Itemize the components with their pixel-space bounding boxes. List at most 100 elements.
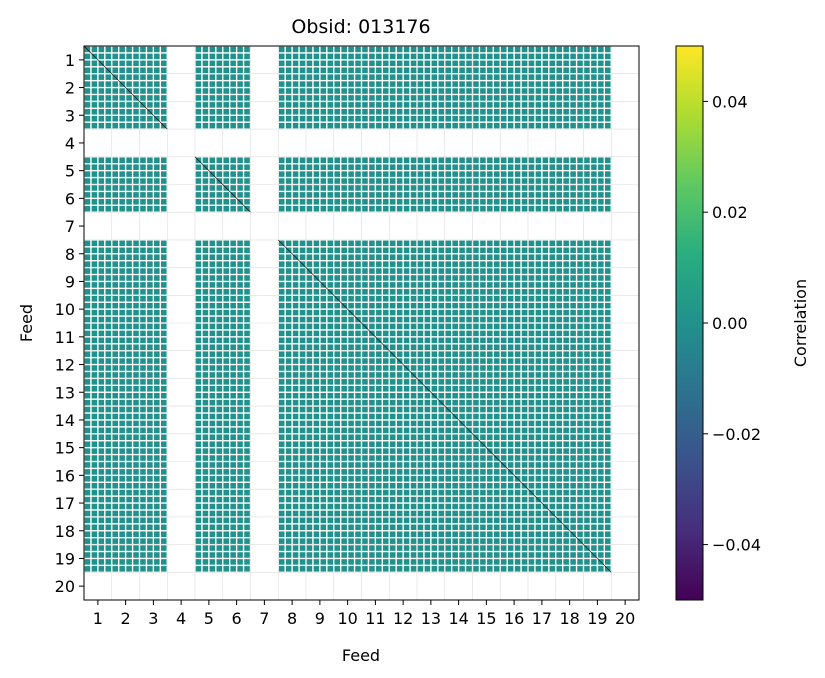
heatmap-cell [556,386,562,392]
heatmap-cell [389,115,396,122]
heatmap-cell [209,496,216,503]
heatmap-cell [334,441,340,447]
heatmap-cell [556,102,562,108]
heatmap-cell [431,240,438,247]
heatmap-cell [209,282,216,288]
heatmap-cell [244,351,250,357]
heatmap-cell [577,524,583,531]
heatmap-cell [369,510,375,517]
heatmap-cell [507,95,514,101]
heatmap-cell [230,503,236,510]
heatmap-cell [396,420,403,427]
heatmap-cell [507,157,514,164]
heatmap-cell [341,185,347,191]
heatmap-cell [202,88,209,94]
heatmap-cell [570,482,576,489]
heatmap-cell [292,109,299,115]
heatmap-cell [535,462,542,468]
heatmap-cell [98,448,105,454]
heatmap-cell [140,122,146,129]
heatmap-cell [466,178,472,184]
heatmap-cell [230,282,236,288]
heatmap-cell [514,192,521,198]
heatmap-cell [487,455,493,461]
heatmap-cell [237,289,243,295]
heatmap-cell [466,46,472,53]
heatmap-cell [424,115,431,122]
heatmap-cell [202,538,209,544]
heatmap-cell [584,46,590,53]
heatmap-cell [445,67,451,74]
heatmap-cell [341,552,347,558]
heatmap-cell [605,482,611,489]
heatmap-cell [605,46,611,53]
heatmap-cell [112,545,118,551]
heatmap-cell [473,122,479,129]
heatmap-cell [369,552,375,558]
heatmap-cell [424,95,431,101]
heatmap-cell [500,413,507,420]
heatmap-cell [570,261,576,267]
heatmap-cell [417,392,424,399]
heatmap-cell [466,247,472,254]
heatmap-cell [396,199,403,205]
heatmap-cell [299,199,306,205]
heatmap-cell [362,344,368,350]
heatmap-cell [494,427,500,434]
heatmap-cell [230,178,236,184]
heatmap-cell [91,413,98,420]
heatmap-cell [133,199,139,205]
heatmap-cell [514,413,521,420]
heatmap-cell [514,185,521,191]
heatmap-cell [230,552,236,558]
heatmap-cell [570,109,576,115]
heatmap-cell [605,296,611,302]
heatmap-cell [244,88,250,94]
heatmap-cell [320,205,327,212]
heatmap-cell [112,67,118,74]
heatmap-cell [487,427,493,434]
heatmap-cell [424,282,431,288]
y-tick-label: 16 [55,466,75,485]
heatmap-cell [417,88,424,94]
heatmap-cell [584,441,590,447]
heatmap-cell [542,406,549,413]
heatmap-cell [466,531,472,537]
heatmap-cell [542,448,549,454]
heatmap-cell [528,372,535,378]
heatmap-cell [431,261,438,267]
y-tick-label: 8 [65,245,75,264]
heatmap-cell [147,157,153,164]
heatmap-cell [362,282,368,288]
heatmap-cell [348,46,354,53]
heatmap-cell [223,427,229,434]
heatmap-cell [424,296,431,302]
heatmap-cell [161,517,167,524]
heatmap-cell [396,95,403,101]
heatmap-cell [577,88,583,94]
heatmap-cell [424,309,431,316]
heatmap-cell [431,192,438,198]
heatmap-cell [320,503,327,510]
heatmap-cell [306,482,313,489]
heatmap-cell [376,316,382,323]
heatmap-cell [473,282,479,288]
heatmap-cell [209,109,216,115]
heatmap-cell [403,351,410,357]
heatmap-cell [278,205,285,212]
heatmap-cell [500,109,507,115]
heatmap-cell [577,379,583,385]
diagonal-segment [389,350,418,379]
heatmap-cell [459,247,465,254]
heatmap-cell [369,351,375,357]
heatmap-cell [119,524,125,531]
heatmap-cell [396,448,403,454]
heatmap-cell [202,566,209,572]
heatmap-cell [140,199,146,205]
heatmap-cell [535,517,542,524]
heatmap-cell [584,372,590,378]
heatmap-cell [438,122,445,129]
heatmap-cell [84,427,91,434]
heatmap-cell [209,545,216,551]
heatmap-cell [237,275,243,281]
